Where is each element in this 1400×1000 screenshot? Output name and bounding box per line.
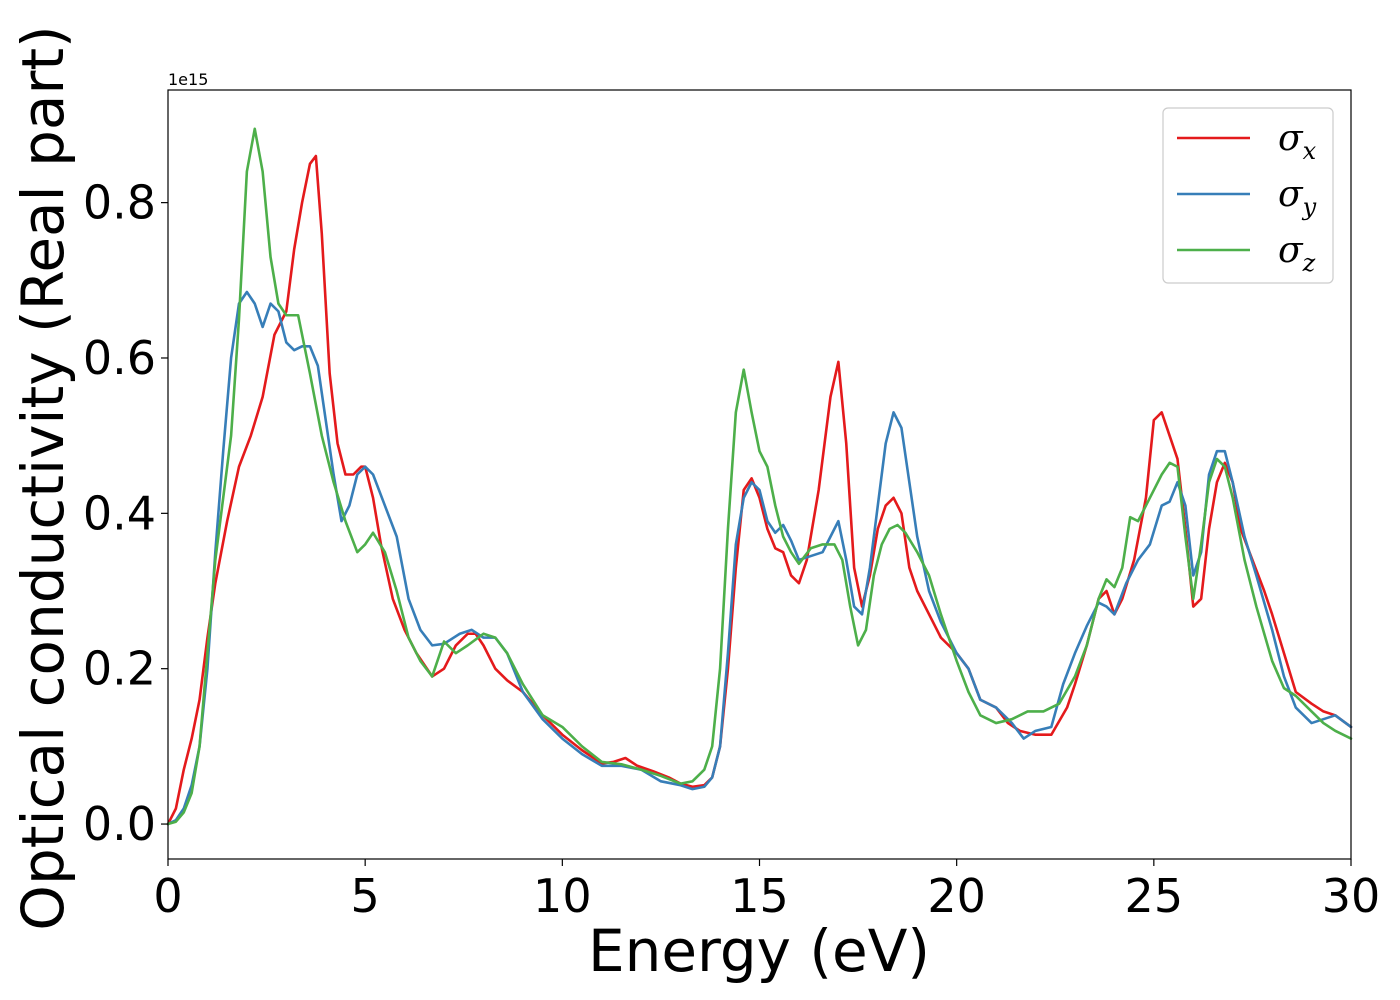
- legend-label-z: σz: [1278, 230, 1316, 277]
- legend-box: [1162, 107, 1334, 284]
- legend: σx σy σz: [1162, 107, 1334, 284]
- x-tick-label: 0: [153, 869, 182, 923]
- y-tick-label: 0.6: [83, 331, 156, 385]
- y-offset-label: 1e15: [168, 70, 208, 89]
- y-axis-title: Optical conductivity (Real part): [9, 25, 77, 930]
- y-tick-label: 0.4: [83, 486, 156, 540]
- series-line-z: [166, 127, 1353, 826]
- x-tick-label: 5: [351, 869, 380, 923]
- y-tick-label: 0.8: [83, 176, 156, 230]
- y-tick-label: 0.0: [83, 797, 156, 851]
- x-tick-label: 20: [927, 869, 986, 923]
- x-tick-label: 30: [1322, 869, 1381, 923]
- y-tick-label: 0.2: [83, 642, 156, 696]
- series-lines: [166, 127, 1353, 826]
- series-line-y: [166, 290, 1353, 826]
- x-tick-label: 15: [730, 869, 789, 923]
- legend-label-x: σx: [1278, 118, 1317, 165]
- series-line-x: [166, 154, 1353, 826]
- x-tick-label: 10: [533, 869, 592, 923]
- x-axis-title: Energy (eV): [588, 917, 930, 985]
- legend-label-y: σy: [1278, 174, 1317, 221]
- axes: 0 5 10 15 20 25 30 0.0 0.2 0.4 0.6 0.8: [83, 89, 1381, 923]
- x-tick-label: 25: [1125, 869, 1184, 923]
